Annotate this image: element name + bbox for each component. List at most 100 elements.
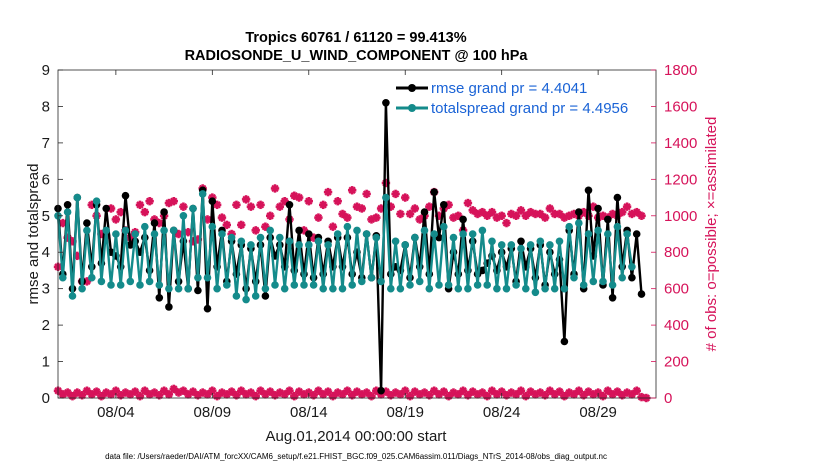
obs-possible-point-d2 [555,210,564,218]
totalspread-point [488,237,496,246]
rmse-point [604,215,612,224]
totalspread-point [88,273,96,282]
totalspread-point [208,222,217,231]
obs-assimilated-point-d2 [92,387,101,396]
rmse-point [63,201,72,209]
rmse-point [613,193,622,202]
obs-possible-point-d2 [362,190,371,198]
legend-rmse-marker [408,84,416,92]
x-axis-label: Aug.01,2014 00:00:00 start [266,428,448,445]
totalspread-point [189,204,197,213]
obs-possible-point-d2 [478,208,487,216]
obs-assimilated-point-d2 [121,388,130,397]
obs-assimilated-point-d2 [314,386,323,395]
rmse-point [160,208,168,216]
totalspread-point [459,230,467,238]
obs-assimilated-point-d2 [613,387,622,396]
obs-possible-point-d2 [237,221,245,229]
obs-assimilated-point-d2 [604,386,612,395]
totalspread-point [348,281,357,289]
obs-possible-point [140,207,150,217]
data-file-footer: data file: /Users/raeder/DAI/ATM_forcXX/… [105,452,607,461]
totalspread-point [628,263,636,271]
obs-possible-point [502,218,511,228]
obs-assimilated-point [367,391,376,401]
totalspread-point [338,284,347,293]
totalspread-point [555,237,564,246]
obs-possible-point [241,195,251,204]
totalspread-point [531,288,540,297]
obs-possible-point [347,186,357,195]
obs-possible-point-d2 [242,195,250,204]
totalspread-point [608,281,617,289]
totalspread-point [266,226,275,235]
obs-assimilated-point-d2 [362,388,371,397]
obs-possible-point-d2 [507,210,516,218]
legend-rmse-label: rmse grand pr = 4.4041 [431,80,587,97]
totalspread-point [194,273,202,282]
totalspread-point [623,230,631,238]
x-tick-label: 08/09 [194,404,232,421]
obs-assimilated-point [516,386,526,395]
totalspread-point [440,222,448,231]
totalspread-point [179,212,188,220]
totalspread-point [261,284,270,293]
obs-possible-point-d2 [358,204,366,213]
obs-possible-point [497,211,506,220]
obs-assimilated-point-d2 [594,388,602,397]
rmse-point [420,208,429,216]
obs-possible-point [343,213,352,222]
rmse-point [150,219,159,227]
totalspread-point [584,230,593,238]
obs-possible-point-d2 [488,208,496,216]
totalspread-point [536,237,545,246]
totalspread-point [497,241,506,249]
totalspread-point [420,226,429,235]
totalspread-point [198,190,207,198]
totalspread-series-line [56,192,634,301]
totalspread-point [184,284,192,293]
obs-possible-point [203,215,212,224]
totalspread-point [107,281,115,289]
totalspread-point [377,277,385,286]
y-left-tick-label: 6 [42,171,50,188]
y-right-tick-label: 600 [664,281,689,298]
rmse-point [478,266,487,275]
obs-assimilated-point-d2 [632,386,641,395]
obs-possible-point [487,207,497,217]
totalspread-point [594,226,602,235]
obs-possible-point [319,200,328,210]
obs-assimilated-point-d2 [565,388,573,397]
obs-possible-point [145,197,154,206]
totalspread-point [541,284,549,293]
obs-possible-point-d2 [526,208,535,216]
obs-possible-point-d2 [372,213,381,222]
totalspread-point [507,241,516,249]
y-axis-left: 0 1 2 3 4 5 6 7 8 9 [42,62,63,407]
totalspread-point [343,222,352,231]
obs-possible-point [314,213,323,222]
obs-possible-point-d2 [541,213,549,222]
obs-assimilated-point-d2 [353,387,361,396]
y-right-tick-label: 1200 [664,171,697,188]
totalspread-point [454,284,463,293]
totalspread-point [599,277,607,286]
totalspread-point [512,281,520,289]
obs-assimilated-point-d2 [391,388,400,397]
obs-possible-point [265,211,275,220]
totalspread-point [232,292,241,300]
legend-spread-label: totalspread grand pr = 4.4956 [431,100,628,117]
rmse-point [295,226,303,235]
obs-assimilated-point [627,390,637,399]
totalspread-point [333,230,342,238]
x-tick-label: 08/14 [290,404,328,421]
chart-title: Tropics 60761 / 61120 = 99.413% [245,30,466,46]
obs-possible-point-d2 [464,199,472,207]
obs-possible-point [116,207,125,217]
obs-possible-point [357,204,367,213]
obs-possible-point-d2 [184,228,192,236]
totalspread-point [324,241,332,249]
rmse-point [165,303,173,311]
obs-possible-point-d2 [469,206,477,215]
obs-possible-point-d2 [517,206,525,215]
